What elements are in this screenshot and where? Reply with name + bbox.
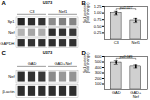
svg-text:GAPDH: GAPDH — [0, 41, 14, 46]
svg-text:600: 600 — [95, 54, 102, 59]
svg-text:300: 300 — [95, 70, 102, 75]
svg-text:Sp1: Sp1 — [7, 19, 15, 24]
svg-text:1.25: 1.25 — [94, 4, 103, 9]
html-text:(fold change): (fold change) — [86, 52, 91, 73]
svg-text:Nef1: Nef1 — [132, 40, 141, 45]
svg-text:p=0.045: p=0.045 — [119, 55, 133, 59]
svg-text:GAD: GAD — [28, 61, 37, 66]
svg-text:500: 500 — [95, 59, 102, 64]
svg-text:Nef: Nef — [8, 74, 15, 79]
svg-text:0.25: 0.25 — [94, 30, 103, 35]
svg-text:Nef: Nef — [8, 30, 15, 35]
svg-text:C: C — [2, 50, 7, 56]
html-text:Sp1 protein: Sp1 protein — [82, 55, 87, 73]
svg-text:Nef1: Nef1 — [59, 9, 68, 14]
svg-text:1.00: 1.00 — [94, 10, 103, 15]
svg-text:β-actin: β-actin — [2, 89, 14, 94]
svg-text:C3: C3 — [29, 9, 35, 14]
svg-text:B: B — [82, 0, 87, 6]
svg-text:GAD+Nef: GAD+Nef — [54, 61, 72, 66]
svg-text:0.50: 0.50 — [94, 24, 103, 29]
html-text:Sp1 protein: Sp1 protein — [82, 5, 87, 23]
svg-text:A: A — [2, 0, 7, 6]
svg-text:p=0.027: p=0.027 — [119, 6, 134, 10]
svg-text:GAD+Nef: GAD+Nef — [130, 90, 142, 99]
svg-text:400: 400 — [95, 65, 102, 70]
svg-text:0.75: 0.75 — [94, 17, 103, 22]
svg-text:100: 100 — [95, 81, 102, 86]
svg-text:D: D — [82, 50, 87, 56]
html-text:(fold change): (fold change) — [86, 2, 91, 23]
svg-text:C3: C3 — [114, 40, 120, 45]
svg-text:GAD: GAD — [112, 90, 121, 95]
svg-text:U373: U373 — [43, 0, 53, 5]
svg-text:200: 200 — [95, 76, 102, 81]
svg-text:U373: U373 — [43, 50, 53, 55]
